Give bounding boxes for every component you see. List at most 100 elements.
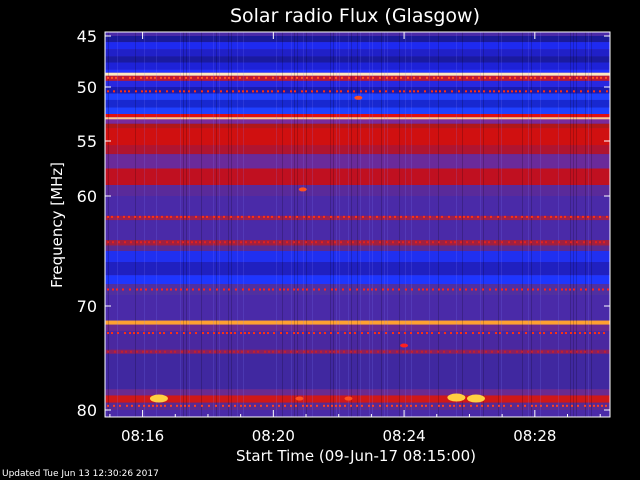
noise-streak xyxy=(372,32,373,417)
y-tick-label: 70 xyxy=(77,297,97,316)
dot xyxy=(591,350,593,353)
dot xyxy=(223,288,225,291)
dot xyxy=(561,350,563,353)
dot xyxy=(362,215,364,218)
dot xyxy=(297,288,299,291)
dot xyxy=(232,76,234,79)
dot xyxy=(463,215,465,218)
dot xyxy=(458,90,460,93)
noise-streak xyxy=(312,32,313,417)
dot xyxy=(244,404,246,407)
dot xyxy=(509,76,511,79)
dot xyxy=(331,288,333,291)
dot xyxy=(240,332,242,335)
dot xyxy=(415,404,417,407)
dot xyxy=(154,76,156,79)
dot xyxy=(201,76,203,79)
dot xyxy=(263,241,265,244)
dot xyxy=(201,404,203,407)
dot xyxy=(268,350,270,353)
dot xyxy=(188,90,190,93)
dot xyxy=(254,404,256,407)
dot xyxy=(337,332,339,335)
dot xyxy=(284,404,286,407)
dot xyxy=(545,241,547,244)
dot xyxy=(450,332,452,335)
dot xyxy=(508,241,510,244)
dot xyxy=(111,76,113,79)
dot xyxy=(107,76,109,79)
dot xyxy=(485,350,487,353)
dot xyxy=(349,332,351,335)
dot xyxy=(155,90,157,93)
dot xyxy=(405,215,407,218)
dot xyxy=(439,90,441,93)
noise-streak xyxy=(501,32,502,417)
dot xyxy=(410,332,412,335)
dot xyxy=(606,90,608,93)
dot xyxy=(271,90,273,93)
dot xyxy=(549,90,551,93)
burst-4 xyxy=(466,394,485,403)
dot xyxy=(219,350,221,353)
dot xyxy=(360,90,362,93)
dot xyxy=(583,241,585,244)
dot xyxy=(456,332,458,335)
dot xyxy=(444,332,446,335)
dot xyxy=(206,76,208,79)
dot xyxy=(465,332,467,335)
dot xyxy=(565,332,567,335)
dot xyxy=(516,350,518,353)
noise-streak xyxy=(348,32,349,417)
dot xyxy=(146,350,148,353)
dot xyxy=(490,215,492,218)
dot xyxy=(603,241,605,244)
dot xyxy=(407,76,409,79)
dot xyxy=(555,288,557,291)
noise-streak xyxy=(180,32,181,417)
dot xyxy=(306,288,308,291)
dot xyxy=(160,404,162,407)
dot xyxy=(308,215,310,218)
dot xyxy=(263,288,265,291)
dot xyxy=(143,404,145,407)
dot xyxy=(145,90,147,93)
dot xyxy=(367,288,369,291)
dot xyxy=(263,332,265,335)
band-9 xyxy=(105,87,610,94)
dot xyxy=(229,350,231,353)
dot xyxy=(422,288,424,291)
dot xyxy=(512,288,514,291)
band-20 xyxy=(105,168,610,185)
dot xyxy=(442,404,444,407)
noise-streak xyxy=(330,32,331,417)
y-tick-label: 55 xyxy=(77,132,97,151)
dot xyxy=(599,215,601,218)
dotted-line-4 xyxy=(107,288,609,291)
dot xyxy=(374,332,376,335)
dot xyxy=(432,241,434,244)
dot xyxy=(329,350,331,353)
dot xyxy=(194,350,196,353)
dot xyxy=(267,332,269,335)
dot xyxy=(603,332,605,335)
dot xyxy=(476,404,478,407)
dot xyxy=(400,215,402,218)
noise-streak xyxy=(456,32,457,417)
dot xyxy=(534,76,536,79)
dot xyxy=(436,215,438,218)
dot xyxy=(389,215,391,218)
dot xyxy=(558,76,560,79)
dot xyxy=(478,350,480,353)
dot xyxy=(449,404,451,407)
dot xyxy=(587,90,589,93)
dot xyxy=(501,241,503,244)
dot xyxy=(385,90,387,93)
noise-streak xyxy=(237,32,238,417)
y-tick-label: 60 xyxy=(77,187,97,206)
band-12 xyxy=(105,107,610,114)
dot xyxy=(489,90,491,93)
chart-title: Solar radio Flux (Glasgow) xyxy=(230,5,480,27)
band-14 xyxy=(105,117,610,120)
